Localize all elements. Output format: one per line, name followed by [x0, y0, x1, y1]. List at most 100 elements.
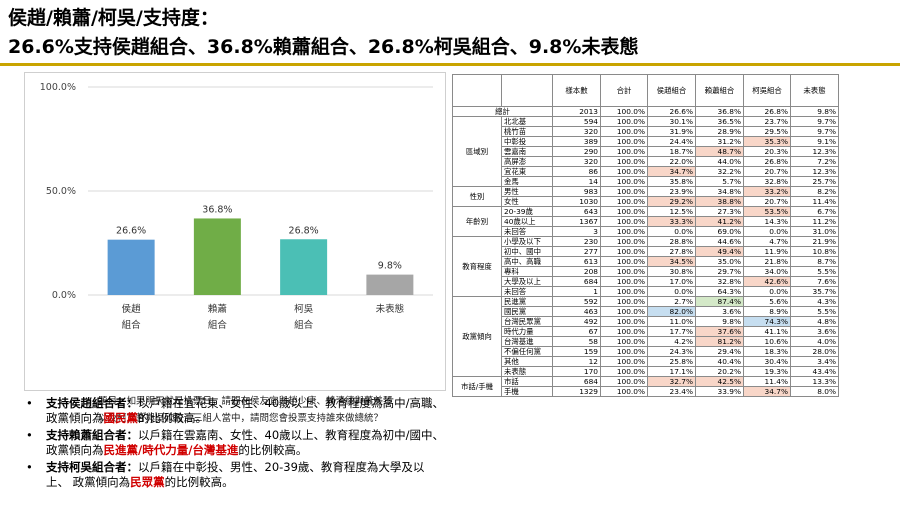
table-row: 專科 208 100.0% 30.8% 29.7% 34.0% 5.5% — [453, 266, 839, 277]
table-cell: 34.7% — [647, 166, 696, 177]
group-label: 區域別 — [452, 116, 502, 187]
header-blank — [452, 74, 502, 107]
table-cell: 100.0% — [600, 136, 648, 147]
table-cell: 492 — [552, 316, 601, 327]
row-label: 男性 — [501, 186, 553, 197]
table-cell: 4.7% — [743, 236, 791, 247]
row-label: 國民黨 — [501, 306, 553, 317]
table-cell: 24.4% — [647, 136, 696, 147]
row-label: 40歲以上 — [501, 216, 553, 227]
table-cell: 42.5% — [695, 376, 744, 387]
table-cell: 13.3% — [790, 376, 839, 387]
table-cell: 9.8% — [695, 316, 744, 327]
table-cell: 81.2% — [695, 336, 744, 347]
finding-item: • 支持柯吳組合者：以戶籍在中彰投、男性、20-39歲、教育程度為大學及以上、 政… — [26, 460, 446, 490]
table-row: 政黨傾向 民進黨 592 100.0% 2.7% 87.4% 5.6% 4.3% — [452, 296, 839, 377]
finding-party: 民眾黨 — [130, 475, 165, 489]
table-cell: 6.7% — [790, 206, 839, 217]
table-row: 總計 2013 100.0% 26.6% 36.8% 26.8% 9.8% — [452, 106, 839, 117]
table-cell: 12.5% — [647, 206, 696, 217]
table-row: 金馬 14 100.0% 35.8% 5.7% 32.8% 25.7% — [453, 176, 839, 187]
table-cell: 26.6% — [647, 106, 696, 117]
bar — [280, 239, 328, 295]
total-label: 總計 — [452, 106, 553, 117]
table-cell: 3 — [552, 226, 601, 237]
table-cell: 592 — [552, 296, 601, 307]
table-cell: 159 — [552, 346, 601, 357]
row-label: 女性 — [501, 196, 553, 207]
column-header: 柯吳組合 — [743, 74, 791, 107]
table-cell: 0.0% — [743, 286, 791, 297]
x-tick-label: 賴蕭 — [208, 303, 227, 315]
table-cell: 613 — [552, 256, 601, 267]
table-cell: 12.3% — [790, 166, 839, 177]
table-cell: 42.6% — [743, 276, 791, 287]
table-cell: 35.8% — [647, 176, 696, 187]
table-cell: 7.6% — [790, 276, 839, 287]
table-cell: 1030 — [552, 196, 601, 207]
table-cell: 32.2% — [695, 166, 744, 177]
table-cell: 11.4% — [790, 196, 839, 207]
table-cell: 9.8% — [790, 106, 839, 117]
table-cell: 31.2% — [695, 136, 744, 147]
table-cell: 18.7% — [647, 146, 696, 157]
table-cell: 8.7% — [790, 256, 839, 267]
x-tick-label: 組合 — [122, 319, 142, 331]
row-label: 大學及以上 — [501, 276, 553, 287]
table-cell: 100.0% — [600, 186, 648, 197]
table-row: 高中、高職 613 100.0% 34.5% 35.0% 21.8% 8.7% — [453, 256, 839, 267]
table-row: 年齡別 20-39歲 643 100.0% 12.5% 27.3% 53.5% 6.7% — [452, 206, 839, 237]
table-row: 台灣基進 58 100.0% 4.2% 81.2% 10.6% 4.0% — [453, 336, 839, 347]
table-cell: 2.7% — [647, 296, 696, 307]
finding-text: 以戶籍在雲嘉南、女性、40歲以上、教育程度為初中/國中、 政黨傾向為 — [46, 428, 445, 457]
row-label: 金馬 — [501, 176, 553, 187]
table-cell: 33.2% — [743, 186, 791, 197]
table-row: 高屏澎 320 100.0% 22.0% 44.0% 26.8% 7.2% — [453, 156, 839, 167]
table-cell: 100.0% — [600, 236, 648, 247]
table-cell: 4.8% — [790, 316, 839, 327]
table-cell: 8.9% — [743, 306, 791, 317]
page-subtitle: 26.6%支持侯趙組合、36.8%賴蕭組合、26.8%柯吳組合、9.8%未表態 — [8, 36, 639, 58]
table-cell: 48.7% — [695, 146, 744, 157]
finding-lead: 支持侯趙組合者： — [46, 396, 138, 410]
row-label: 專科 — [501, 266, 553, 277]
table-row: 手機 1329 100.0% 23.4% 33.9% 34.7% 8.0% — [453, 386, 839, 397]
column-header: 合計 — [600, 74, 648, 107]
table-cell: 100.0% — [600, 306, 648, 317]
table-cell: 41.1% — [743, 326, 791, 337]
table-cell: 100.0% — [600, 286, 648, 297]
chart-canvas: 0.0% 50.0% 100.0% 26.6% 侯趙組合 36.8% 賴蕭組合 26.8% 柯吳… — [40, 82, 433, 331]
table-cell: 11.4% — [743, 376, 791, 387]
table-cell: 25.8% — [647, 356, 696, 367]
table-cell: 44.6% — [695, 236, 744, 247]
table-cell: 208 — [552, 266, 601, 277]
table-cell: 23.7% — [743, 116, 791, 127]
table-cell: 86 — [552, 166, 601, 177]
row-label: 北北基 — [501, 116, 553, 127]
table-row: 時代力量 67 100.0% 17.7% 37.6% 41.1% 3.6% — [453, 326, 839, 337]
table-row: 宜花東 86 100.0% 34.7% 32.2% 20.7% 12.3% — [453, 166, 839, 177]
table-cell: 25.7% — [790, 176, 839, 187]
bar — [193, 218, 241, 295]
table-cell: 27.8% — [647, 246, 696, 257]
table-cell: 41.2% — [695, 216, 744, 227]
table-row: 教育程度 小學及以下 230 100.0% 28.8% 44.6% 4.7% 21.9% — [452, 236, 839, 297]
finding-item: • 支持賴蕭組合者：以戶籍在雲嘉南、女性、40歲以上、教育程度為初中/國中、 政黨… — [26, 428, 446, 458]
table-row: 初中、國中 277 100.0% 27.8% 49.4% 11.9% 10.8% — [453, 246, 839, 257]
table-cell: 18.3% — [743, 346, 791, 357]
table-cell: 1 — [552, 286, 601, 297]
table-cell: 3.4% — [790, 356, 839, 367]
table-row: 未回答 1 100.0% 0.0% 64.3% 0.0% 35.7% — [453, 286, 839, 297]
table-cell: 684 — [552, 376, 601, 387]
finding-text: 以戶籍在宜花東、女性、40歲以上、教育程度為高中/高職、 政黨傾向為 — [46, 396, 445, 425]
table-row: 未表態 170 100.0% 17.1% 20.2% 19.3% 43.4% — [453, 366, 839, 377]
table-cell: 389 — [552, 136, 601, 147]
table-cell: 82.0% — [647, 306, 696, 317]
table-cell: 17.1% — [647, 366, 696, 377]
table-cell: 100.0% — [600, 256, 648, 267]
table-row: 40歲以上 1367 100.0% 33.3% 41.2% 14.3% 11.2% — [453, 216, 839, 227]
y-tick-label: 100.0% — [40, 82, 76, 93]
table-cell: 100.0% — [600, 196, 648, 207]
table-cell: 20.7% — [743, 166, 791, 177]
table-cell: 26.8% — [743, 156, 791, 167]
